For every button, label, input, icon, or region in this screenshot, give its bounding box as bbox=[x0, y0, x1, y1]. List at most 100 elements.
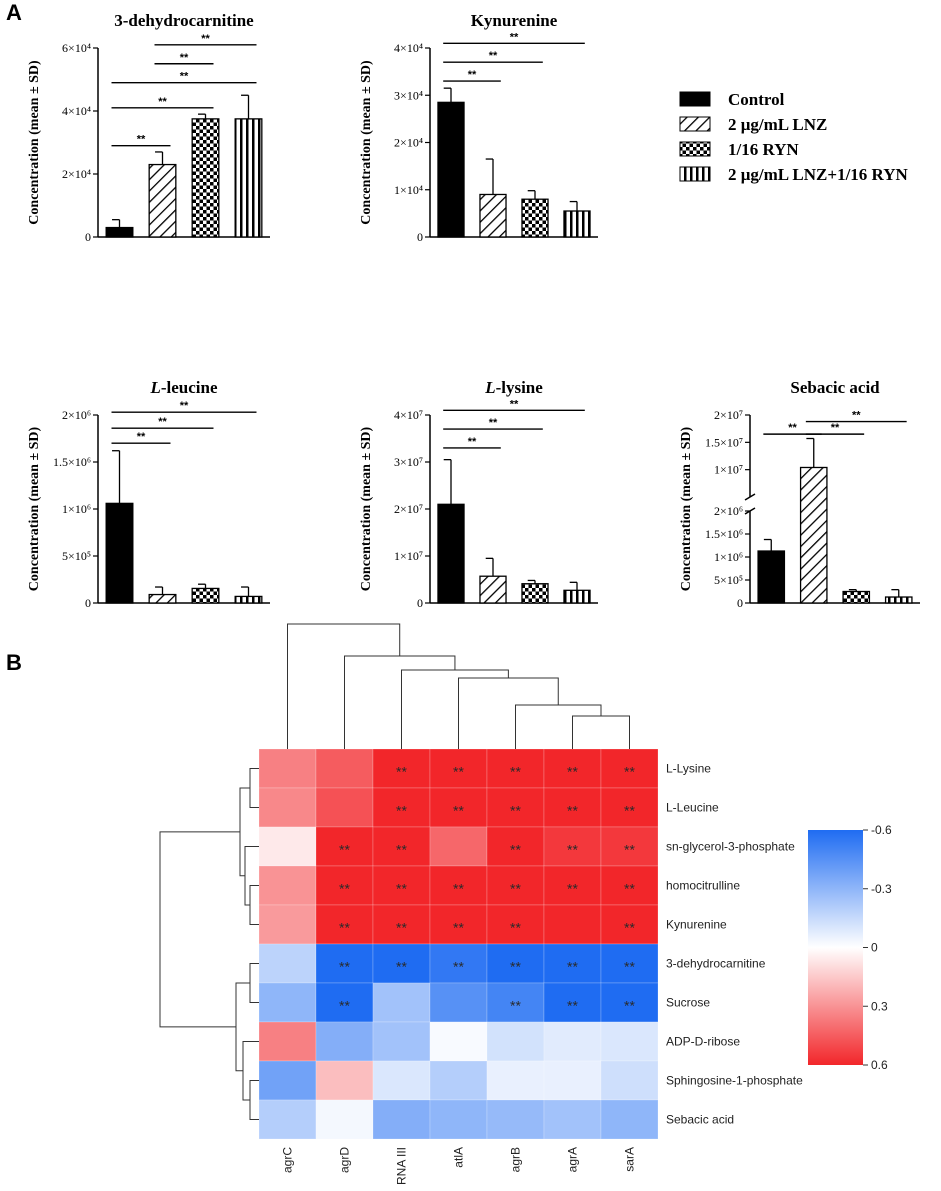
chart-title-rest: -leucine bbox=[161, 378, 218, 397]
colorbar-tick-label: 0 bbox=[871, 941, 878, 955]
y-axis-label: Concentration (mean ± SD) bbox=[27, 426, 42, 591]
legend-swatch-1 bbox=[679, 116, 711, 132]
sig-label-1: ** bbox=[831, 422, 840, 434]
y-tick-label: 2×10⁴ bbox=[394, 136, 423, 150]
heatmap-cell bbox=[429, 1060, 488, 1101]
heatmap-sig: ** bbox=[510, 803, 521, 819]
col-dendro-link bbox=[458, 677, 559, 749]
heatmap-cell bbox=[429, 748, 488, 789]
axis-break-mark-upper bbox=[744, 493, 756, 501]
heatmap-sig: ** bbox=[510, 842, 521, 858]
bar-0 bbox=[105, 502, 134, 604]
chart-title-rest: -lysine bbox=[496, 378, 544, 397]
sig-label-3: ** bbox=[180, 52, 189, 64]
panel-label-b: B bbox=[6, 650, 22, 675]
heatmap-cell bbox=[600, 1021, 659, 1062]
bar-1 bbox=[148, 593, 177, 604]
y-tick-label: 2×10⁶ bbox=[62, 408, 91, 422]
heatmap-cell bbox=[315, 1060, 374, 1101]
legend-swatch-2 bbox=[679, 141, 711, 157]
heatmap-cell bbox=[372, 826, 431, 867]
y-axis-label: Concentration (mean ± SD) bbox=[27, 60, 42, 225]
y-tick-label: 2×10⁶ bbox=[714, 504, 743, 518]
y-tick-label: 2×10⁴ bbox=[62, 167, 91, 181]
heatmap-cell bbox=[315, 982, 374, 1023]
bar-3 bbox=[234, 118, 263, 238]
y-tick-label: 6×10⁴ bbox=[62, 41, 91, 55]
sig-label-1: ** bbox=[158, 96, 167, 108]
heatmap-cell bbox=[486, 943, 545, 984]
heatmap-cell bbox=[429, 904, 488, 945]
heatmap-cell bbox=[486, 1099, 545, 1140]
heatmap-sig: ** bbox=[339, 842, 350, 858]
row-dendro-link bbox=[249, 768, 259, 808]
sig-label-2: ** bbox=[852, 410, 861, 422]
heatmap-sig: ** bbox=[396, 803, 407, 819]
sig-label-4: ** bbox=[201, 33, 210, 45]
bar-0 bbox=[437, 101, 465, 238]
heatmap-sig: ** bbox=[453, 881, 464, 897]
heatmap-sig: ** bbox=[396, 842, 407, 858]
heatmap-row-label: Sebacic acid bbox=[666, 1113, 734, 1127]
heatmap-row-label: Kynurenine bbox=[666, 918, 727, 932]
y-tick-label: 2×10⁷ bbox=[394, 502, 423, 516]
heatmap-cell bbox=[315, 826, 374, 867]
row-dendro-link bbox=[249, 1080, 259, 1120]
y-tick-label: 0 bbox=[417, 596, 423, 610]
heatmap-sig: ** bbox=[510, 959, 521, 975]
heatmap-col-label: agrC bbox=[281, 1147, 295, 1173]
heatmap-row-label: Sphingosine-1-phosphate bbox=[666, 1074, 803, 1088]
heatmap-cell bbox=[258, 1060, 317, 1101]
chart-title: L-lysine bbox=[484, 378, 543, 397]
legend-label-1: 2 μg/mL LNZ bbox=[728, 115, 827, 134]
row-dendro-link bbox=[242, 1041, 259, 1101]
bar-2 bbox=[191, 118, 220, 238]
legend-swatch-0 bbox=[679, 91, 711, 107]
heatmap-col-label: RNA III bbox=[395, 1147, 409, 1185]
heatmap-cell bbox=[258, 1099, 317, 1140]
heatmap-col-label: agrD bbox=[338, 1147, 352, 1173]
bar-2 bbox=[521, 198, 549, 238]
sig-label-2: ** bbox=[180, 400, 189, 412]
heatmap-sig: ** bbox=[624, 920, 635, 936]
heatmap-sig: ** bbox=[567, 764, 578, 780]
heatmap-col-label: agrB bbox=[509, 1147, 523, 1172]
heatmap-sig: ** bbox=[453, 764, 464, 780]
heatmap-sig: ** bbox=[624, 959, 635, 975]
heatmap-cell bbox=[258, 748, 317, 789]
heatmap-cell bbox=[372, 865, 431, 906]
bar-3 bbox=[563, 210, 591, 238]
y-tick-label: 3×10⁷ bbox=[394, 455, 423, 469]
heatmap-cell bbox=[372, 982, 431, 1023]
heatmap-cell bbox=[258, 787, 317, 828]
heatmap-cell bbox=[372, 787, 431, 828]
heatmap-sig: ** bbox=[339, 998, 350, 1014]
heatmap-cell bbox=[486, 982, 545, 1023]
heatmap-cell bbox=[543, 1021, 602, 1062]
colorbar-tick-label: 0.3 bbox=[871, 999, 888, 1013]
heatmap-cell bbox=[486, 1060, 545, 1101]
row-dendro-link bbox=[249, 885, 259, 925]
y-tick-label: 1×10⁴ bbox=[394, 183, 423, 197]
y-tick-label: 5×10⁵ bbox=[62, 549, 91, 563]
heatmap-row-label: L-Leucine bbox=[666, 801, 719, 815]
sig-label-2: ** bbox=[510, 31, 519, 43]
row-dendro-link bbox=[244, 846, 259, 906]
row-dendro-link bbox=[249, 963, 259, 1003]
row-dendro-link bbox=[159, 831, 240, 1028]
sig-label-1: ** bbox=[489, 417, 498, 429]
heatmap-cell bbox=[258, 943, 317, 984]
chart-title-italic: L bbox=[484, 378, 495, 397]
bar-2 bbox=[842, 590, 871, 604]
bar-0 bbox=[757, 550, 786, 604]
bar-3 bbox=[234, 595, 263, 604]
y-tick-label: 2×10⁷ bbox=[714, 408, 743, 422]
y-tick-label: 1×10⁷ bbox=[714, 463, 743, 477]
heatmap-cell bbox=[372, 943, 431, 984]
heatmap-cell bbox=[258, 982, 317, 1023]
colorbar-tick-label: -0.3 bbox=[871, 882, 892, 896]
y-axis-label: Concentration (mean ± SD) bbox=[359, 426, 374, 591]
y-axis-label: Concentration (mean ± SD) bbox=[359, 60, 374, 225]
heatmap-sig: ** bbox=[624, 881, 635, 897]
